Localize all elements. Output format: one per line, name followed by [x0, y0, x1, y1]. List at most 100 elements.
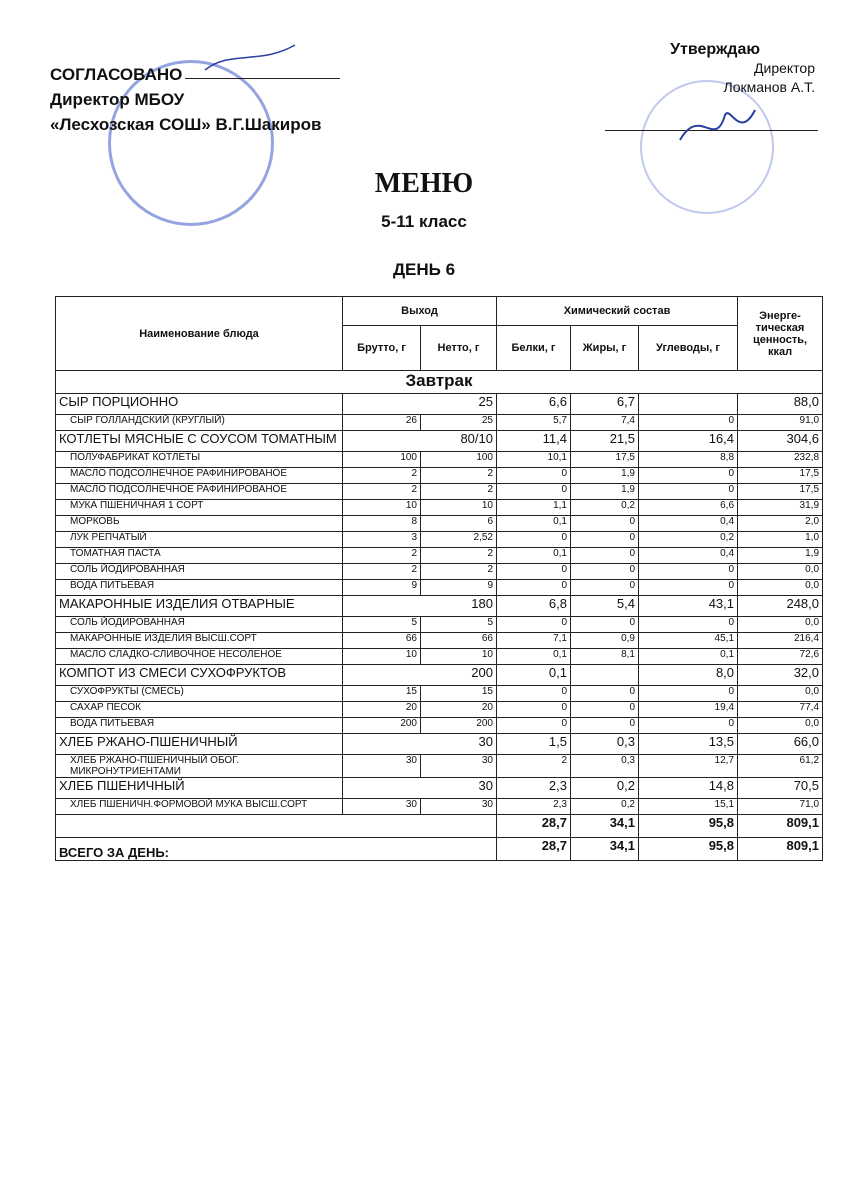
cell-protein: 0,1 [496, 547, 571, 564]
cell-protein: 0 [496, 579, 571, 596]
cell-carbs [637, 393, 739, 415]
cell-name: ХЛЕБ РЖАНО-ПШЕНИЧНЫЙ ОБОГ. МИКРОНУТРИЕНТ… [55, 754, 343, 778]
cell-netto: 6 [420, 515, 497, 532]
ingredient-row: МАСЛО СЛАДКО-СЛИВОЧНОЕ НЕСОЛЕНОЕ 10 10 0,1 8… [55, 648, 824, 665]
cell-protein: 0 [496, 563, 571, 580]
cell-name: СЫР ГОЛЛАНДСКИЙ (КРУГЛЫЙ) [55, 414, 343, 431]
cell-energy: 72,6 [737, 648, 824, 665]
agreed-label: СОГЛАСОВАНО [50, 65, 183, 84]
cell-name: СУХОФРУКТЫ (СМЕСЬ) [55, 685, 343, 702]
cell-fat: 1,9 [570, 483, 639, 500]
cell-carbs: 45,1 [637, 632, 739, 649]
cell-name: ХЛЕБ ПШЕНИЧНЫЙ [55, 777, 343, 799]
cell-brutto: 15 [342, 685, 421, 702]
cell-name: КОМПОТ ИЗ СМЕСИ СУХОФРУКТОВ [55, 664, 343, 686]
dish-row: КОМПОТ ИЗ СМЕСИ СУХОФРУКТОВ 200 0,1 8,0 32,0 [55, 664, 824, 686]
cell-protein: 0 [496, 483, 571, 500]
header-fat: Жиры, г [570, 325, 639, 371]
cell-protein: 0 [496, 717, 571, 734]
cell-fat: 0 [570, 547, 639, 564]
cell-netto: 2 [420, 467, 497, 484]
cell-protein: 0 [496, 531, 571, 548]
ingredient-row: МОРКОВЬ 8 6 0,1 0 0,4 2,0 [55, 515, 824, 532]
total-energy: 809,1 [737, 837, 824, 861]
cell-protein: 5,7 [496, 414, 571, 431]
cell-protein: 1,5 [496, 733, 571, 755]
cell-name: МАКАРОННЫЕ ИЗДЕЛИЯ ОТВАРНЫЕ [55, 595, 343, 617]
signature-line-left [185, 78, 340, 79]
cell-fat: 0,9 [570, 632, 639, 649]
cell-netto: 180 [342, 595, 497, 617]
cell-brutto: 5 [342, 616, 421, 633]
cell-netto: 9 [420, 579, 497, 596]
cell-fat: 0,2 [570, 499, 639, 516]
cell-carbs: 0 [637, 483, 739, 500]
approved-name: Локманов А.Т. [723, 79, 815, 95]
page-title: МЕНЮ [374, 168, 474, 199]
cell-brutto: 66 [342, 632, 421, 649]
ingredient-row: ВОДА ПИТЬЕВАЯ 9 9 0 0 0 0,0 [55, 579, 824, 596]
cell-fat: 0 [570, 685, 639, 702]
cell-netto: 5 [420, 616, 497, 633]
ingredient-row: СУХОФРУКТЫ (СМЕСЬ) 15 15 0 0 0 0,0 [55, 685, 824, 702]
cell-energy: 248,0 [737, 595, 824, 617]
header-carbs: Углеводы, г [637, 325, 739, 371]
agreed-name: «Лесхозская СОШ» В.Г.Шакиров [50, 115, 322, 134]
ingredient-row: МАСЛО ПОДСОЛНЕЧНОЕ РАФИНИРОВАНОЕ 2 2 0 1,9 0 1… [55, 483, 824, 500]
cell-carbs: 0 [637, 717, 739, 734]
cell-netto: 2 [420, 563, 497, 580]
cell-fat: 6,7 [570, 393, 639, 415]
cell-netto: 66 [420, 632, 497, 649]
approval-approved-block: Утверждаю Директор Локманов А.Т. [600, 40, 815, 97]
cell-netto: 30 [342, 733, 497, 755]
cell-energy: 0,0 [737, 563, 824, 580]
header-protein: Белки, г [496, 325, 571, 371]
ingredient-row: МАСЛО ПОДСОЛНЕЧНОЕ РАФИНИРОВАНОЕ 2 2 0 1,9 0 1… [55, 467, 824, 484]
cell-carbs: 15,1 [637, 798, 739, 815]
cell-carbs: 0 [637, 579, 739, 596]
cell-netto: 2,52 [420, 531, 497, 548]
cell-brutto: 30 [342, 754, 421, 778]
cell-name: МАСЛО ПОДСОЛНЕЧНОЕ РАФИНИРОВАНОЕ [55, 467, 343, 484]
day-label: ДЕНЬ 6 [392, 260, 456, 279]
cell-name: САХАР ПЕСОК [55, 701, 343, 718]
total-label: ВСЕГО ЗА ДЕНЬ: [55, 837, 497, 861]
ingredient-row: СОЛЬ ЙОДИРОВАННАЯ 5 5 0 0 0 0,0 [55, 616, 824, 633]
cell-name: ХЛЕБ ПШЕНИЧН.ФОРМОВОЙ МУКА ВЫСШ.СОРТ [55, 798, 343, 815]
cell-fat: 17,5 [570, 451, 639, 468]
cell-energy: 232,8 [737, 451, 824, 468]
cell-netto: 20 [420, 701, 497, 718]
ingredient-row: СОЛЬ ЙОДИРОВАННАЯ 2 2 0 0 0 0,0 [55, 563, 824, 580]
cell-fat: 0 [570, 616, 639, 633]
total-fat: 34,1 [570, 837, 639, 861]
cell-fat: 0 [570, 515, 639, 532]
subtotal-protein: 28,7 [496, 814, 571, 838]
cell-brutto: 2 [342, 467, 421, 484]
header-netto: Нетто, г [420, 325, 497, 371]
cell-fat: 0,3 [570, 733, 639, 755]
cell-protein: 0,1 [496, 515, 571, 532]
cell-netto: 200 [420, 717, 497, 734]
cell-carbs: 0,2 [637, 531, 739, 548]
agreed-position: Директор МБОУ [50, 90, 185, 109]
cell-carbs: 0 [637, 414, 739, 431]
cell-carbs: 8,8 [637, 451, 739, 468]
cell-brutto: 30 [342, 798, 421, 815]
cell-name: ВОДА ПИТЬЕВАЯ [55, 717, 343, 734]
cell-name: ЛУК РЕПЧАТЫЙ [55, 531, 343, 548]
total-protein: 28,7 [496, 837, 571, 861]
signature-left [204, 44, 296, 71]
dish-row: ХЛЕБ РЖАНО-ПШЕНИЧНЫЙ 30 1,5 0,3 13,5 66,0 [55, 733, 824, 755]
header-name: Наименование блюда [55, 296, 343, 371]
cell-fat [570, 664, 639, 686]
cell-name: МАСЛО ПОДСОЛНЕЧНОЕ РАФИНИРОВАНОЕ [55, 483, 343, 500]
cell-netto: 10 [420, 648, 497, 665]
cell-carbs: 12,7 [637, 754, 739, 778]
subtotal-carbs: 95,8 [637, 814, 739, 838]
cell-protein: 2,3 [496, 777, 571, 799]
subtotal-fat: 34,1 [570, 814, 639, 838]
subtotal-row: 28,7 34,1 95,8 809,1 [55, 814, 824, 838]
cell-carbs: 8,0 [637, 664, 739, 686]
subtotal-energy: 809,1 [737, 814, 824, 838]
